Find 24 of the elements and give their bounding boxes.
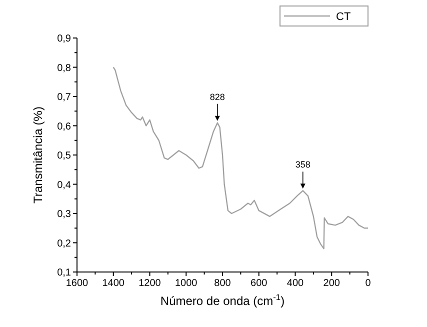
y-tick-label: 0,8 xyxy=(57,62,72,74)
y-tick-label: 0,4 xyxy=(57,180,72,191)
y-tick-label: 0,6 xyxy=(57,121,72,132)
x-tick-label: 1000 xyxy=(175,278,198,289)
y-tick-label: 0,3 xyxy=(57,209,72,220)
y-axis-title: Transmitância (%) xyxy=(31,106,45,204)
x-tick-label: 1400 xyxy=(102,278,125,289)
y-tick-label: 0,1 xyxy=(57,268,72,278)
annotation: 358 xyxy=(295,160,310,170)
x-tick-label: 600 xyxy=(250,278,268,289)
y-tick-label: 0,5 xyxy=(57,150,72,162)
x-tick-label: 800 xyxy=(214,278,232,289)
line-series xyxy=(112,66,369,250)
y-tick-label: 0,7 xyxy=(57,92,72,103)
x-tick-label: 400 xyxy=(286,278,304,289)
legend-label: CT xyxy=(336,11,351,23)
x-tick-label: 200 xyxy=(323,278,340,289)
x-tick-label: 0 xyxy=(365,278,372,289)
x-tick-label: 1200 xyxy=(138,278,162,289)
y-tick-label: 0,9 xyxy=(57,34,72,44)
x-tick-label: 1600 xyxy=(66,278,89,289)
y-tick-label: 0,2 xyxy=(57,238,72,250)
x-axis-title: Número de onda (cm$^{-1}$) xyxy=(160,292,285,308)
annotation: 828 xyxy=(210,92,225,102)
